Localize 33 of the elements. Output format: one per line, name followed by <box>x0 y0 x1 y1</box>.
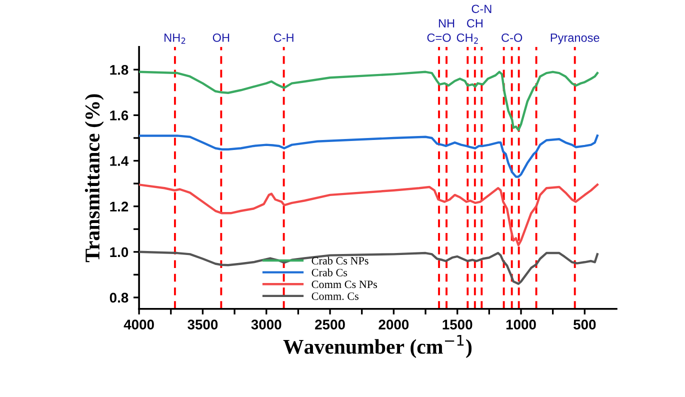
y-tick-label: 1.2 <box>110 202 128 212</box>
ref-line-label: C-N <box>472 4 492 14</box>
ref-line-label: CH <box>466 19 482 28</box>
ref-line-label: OH <box>212 34 230 42</box>
x-tick-label: 1000 <box>506 320 536 330</box>
y-tick-label: 1.4 <box>110 156 129 166</box>
y-tick-label: 1.8 <box>110 64 128 75</box>
y-tick-label: 1.6 <box>110 110 128 120</box>
x-tick-label: 4000 <box>124 320 154 330</box>
legend-label: Crab Cs NPs <box>312 256 368 265</box>
legend-label: Comm. Cs <box>312 292 358 300</box>
legend-label: Comm Cs NPs <box>312 280 378 288</box>
ref-line-label: NH <box>438 19 454 28</box>
ref-line-label: NH$_{2}$ <box>164 34 186 44</box>
ref-line-label: C-O <box>502 34 522 42</box>
x-axis-title: Wavenumber (cm$^{−1}$) <box>283 335 472 358</box>
line-series <box>139 184 599 246</box>
y-tick-label: 0.8 <box>110 292 128 303</box>
y-axis-title: Transmittance (%) <box>84 94 104 262</box>
x-tick-label: 2500 <box>315 320 345 330</box>
line-series <box>139 134 599 178</box>
x-tick-label: 2000 <box>378 320 409 330</box>
ref-line-label: CH$_{2}$ <box>456 34 478 44</box>
x-tick-label: 1500 <box>442 320 472 330</box>
ref-line-label: Pyranose <box>550 34 600 44</box>
x-tick-label: 500 <box>574 320 596 330</box>
x-tick-label: 3000 <box>251 320 282 330</box>
x-tick-label: 3500 <box>188 320 218 330</box>
legend-label: Crab Cs <box>312 268 348 276</box>
ref-line-label: C=O <box>427 34 451 42</box>
y-tick-label: 1.0 <box>110 247 128 258</box>
ref-line-label: C-H <box>274 34 294 42</box>
line-series <box>139 70 599 132</box>
